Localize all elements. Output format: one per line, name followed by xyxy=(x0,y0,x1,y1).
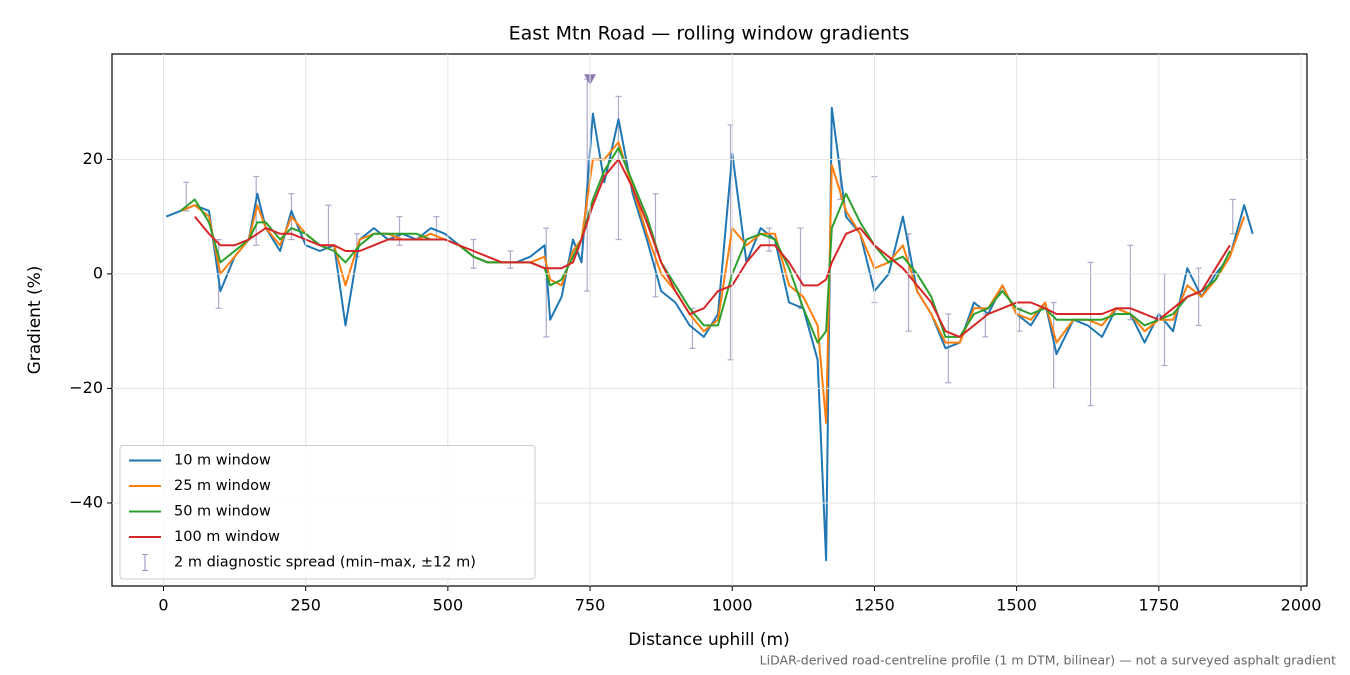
error-bar xyxy=(766,227,773,252)
x-tick-label: 1000 xyxy=(712,596,753,615)
x-tick-label: 2000 xyxy=(1281,596,1322,615)
legend: 10 m window 25 m window 50 m window 100 m w… xyxy=(119,445,536,580)
x-axis-label: Distance uphill (m) xyxy=(628,630,789,650)
series-line xyxy=(180,141,1246,424)
x-tick-label: 1500 xyxy=(996,596,1037,615)
x-tick-label: 250 xyxy=(290,596,321,615)
error-bar xyxy=(1229,198,1236,235)
plot-area xyxy=(165,74,1254,562)
error-bar xyxy=(507,250,514,269)
y-axis-label: Gradient (%) xyxy=(25,266,45,375)
y-tick-label: −40 xyxy=(69,492,103,511)
chart-title: East Mtn Road — rolling window gradients xyxy=(509,23,910,45)
error-bar xyxy=(1195,267,1202,327)
error-bar xyxy=(325,204,332,246)
series-line xyxy=(194,158,1231,338)
legend-box xyxy=(119,445,536,580)
error-bar xyxy=(1016,307,1023,332)
series-line xyxy=(165,106,1254,562)
x-tick-label: 500 xyxy=(433,596,464,615)
legend-label: 2 m diagnostic spread (min–max, ±12 m) xyxy=(174,555,476,571)
error-bar xyxy=(470,238,477,269)
legend-label: 25 m window xyxy=(174,478,271,494)
y-tick-label: 20 xyxy=(83,149,103,168)
x-tick-label: 1250 xyxy=(854,596,895,615)
y-tick-label: −20 xyxy=(69,378,103,397)
error-bar xyxy=(1087,261,1094,407)
legend-label: 100 m window xyxy=(174,529,280,545)
footnote: LiDAR-derived road-centreline profile (1… xyxy=(760,653,1336,668)
y-tick-label: 0 xyxy=(93,263,103,282)
x-tick-label: 0 xyxy=(158,596,168,615)
error-bar xyxy=(615,95,622,241)
x-tick-label: 1750 xyxy=(1138,596,1179,615)
error-bar xyxy=(945,313,952,384)
error-bar xyxy=(543,227,550,338)
x-tick-label: 750 xyxy=(575,596,606,615)
legend-label: 10 m window xyxy=(174,453,271,469)
legend-label: 50 m window xyxy=(174,504,271,520)
error-bar xyxy=(396,216,403,246)
plot-frame xyxy=(111,53,1308,587)
